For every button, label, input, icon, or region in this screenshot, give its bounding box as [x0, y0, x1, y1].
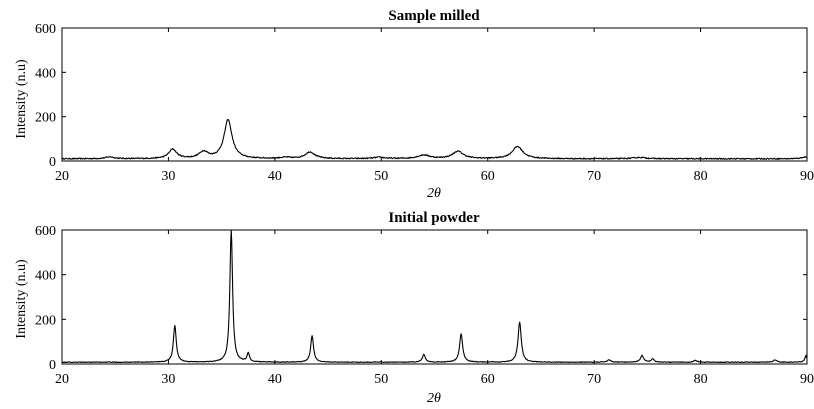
- x-tick-label: 40: [268, 169, 282, 184]
- x-axis-label: 2θ: [427, 391, 441, 406]
- x-tick-label: 90: [800, 169, 814, 184]
- plot-frame: [61, 229, 808, 365]
- series-line: [61, 229, 808, 364]
- y-tick-label: 0: [49, 155, 56, 170]
- tick-marks: [61, 229, 808, 365]
- chart-title: Initial powder: [388, 210, 480, 226]
- y-tick-labels: 0 200 400 600: [35, 22, 56, 170]
- x-tick-labels: 20 30 40 50 60 70 80 90: [55, 372, 814, 387]
- x-tick-label: 60: [481, 372, 495, 387]
- y-tick-label: 600: [35, 22, 56, 37]
- x-tick-label: 20: [55, 372, 69, 387]
- x-tick-labels: 20 30 40 50 60 70 80 90: [55, 169, 814, 184]
- x-tick-label: 70: [587, 372, 601, 387]
- panel-initial-powder: Initial powder Intensity (n.u) 2θ 20 30 40…: [14, 210, 814, 406]
- y-tick-label: 200: [35, 111, 56, 126]
- x-tick-label: 80: [694, 372, 708, 387]
- y-tick-labels: 0 200 400 600: [35, 224, 56, 373]
- x-tick-label: 40: [268, 372, 282, 387]
- y-axis-label: Intensity (n.u): [14, 59, 29, 139]
- y-tick-label: 400: [35, 66, 56, 81]
- y-tick-label: 200: [35, 313, 56, 328]
- y-tick-label: 0: [49, 358, 56, 373]
- x-tick-label: 50: [374, 169, 388, 184]
- tick-marks: [61, 27, 808, 162]
- x-axis-label: 2θ: [427, 186, 441, 201]
- plot-frame: [61, 27, 808, 162]
- x-tick-label: 30: [161, 372, 175, 387]
- x-tick-label: 60: [481, 169, 495, 184]
- y-axis-label: Intensity (n.u): [14, 259, 29, 339]
- y-tick-label: 400: [35, 269, 56, 284]
- x-tick-label: 90: [800, 372, 814, 387]
- y-tick-label: 600: [35, 224, 56, 239]
- x-tick-label: 80: [694, 169, 708, 184]
- chart-title: Sample milled: [388, 8, 480, 24]
- panel-sample-milled: Sample milled Intensity (n.u) 2θ 20 30 40 5…: [14, 8, 814, 201]
- x-tick-label: 70: [587, 169, 601, 184]
- x-tick-label: 30: [161, 169, 175, 184]
- x-tick-label: 50: [374, 372, 388, 387]
- x-tick-label: 20: [55, 169, 69, 184]
- series-line: [61, 118, 808, 160]
